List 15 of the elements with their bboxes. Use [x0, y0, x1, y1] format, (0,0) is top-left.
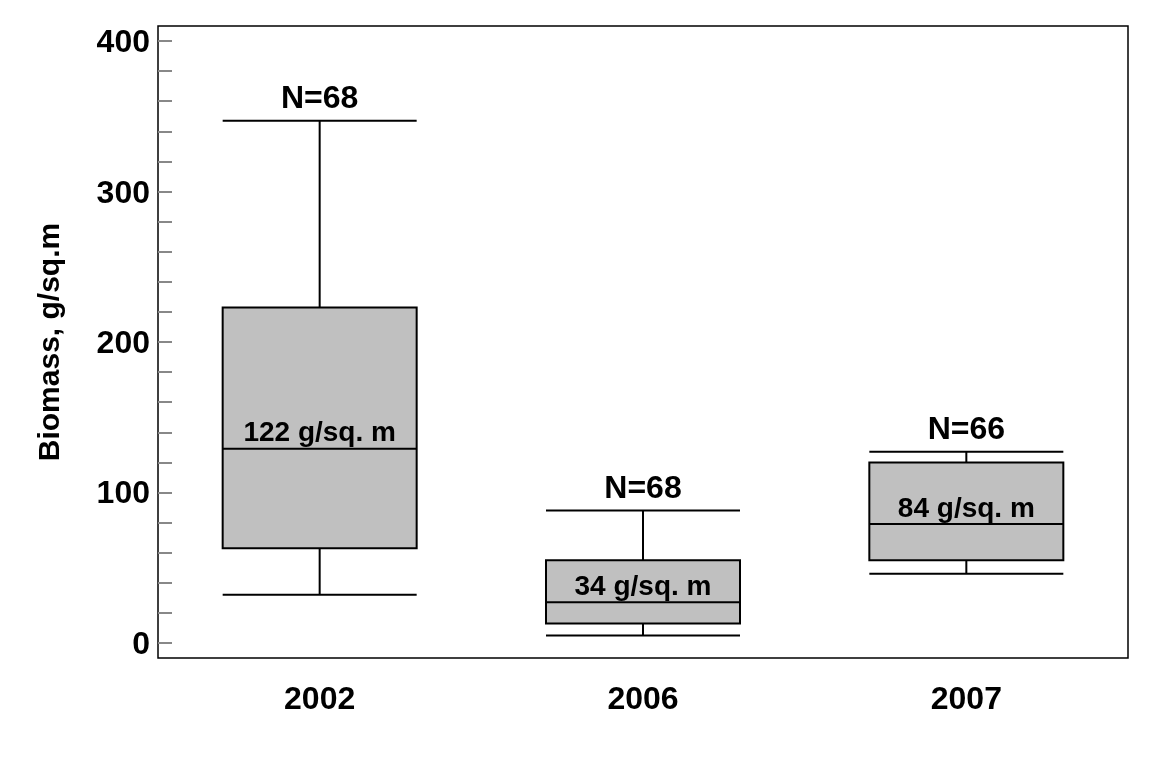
y-tick-label: 0 — [132, 624, 150, 661]
annotation: N=66 — [927, 409, 1006, 446]
x-tick-label: 2002 — [284, 680, 356, 716]
y-tick-label: 200 — [96, 324, 150, 360]
annotation: 122 g/sq. m — [243, 416, 396, 448]
annotation: 84 g/sq. m — [897, 491, 1035, 523]
y-axis-title: Biomass, g/sq.m — [31, 222, 65, 462]
annotation: 34 g/sq. m — [574, 569, 712, 601]
y-tick-label: 300 — [96, 173, 150, 210]
annotation: N=68 — [280, 78, 359, 115]
x-tick-label: 2006 — [607, 680, 679, 716]
y-tick-label: 100 — [96, 474, 150, 511]
y-tick-label: 400 — [96, 23, 150, 60]
x-tick-label: 2007 — [930, 680, 1002, 716]
annotation: N=68 — [604, 468, 682, 505]
